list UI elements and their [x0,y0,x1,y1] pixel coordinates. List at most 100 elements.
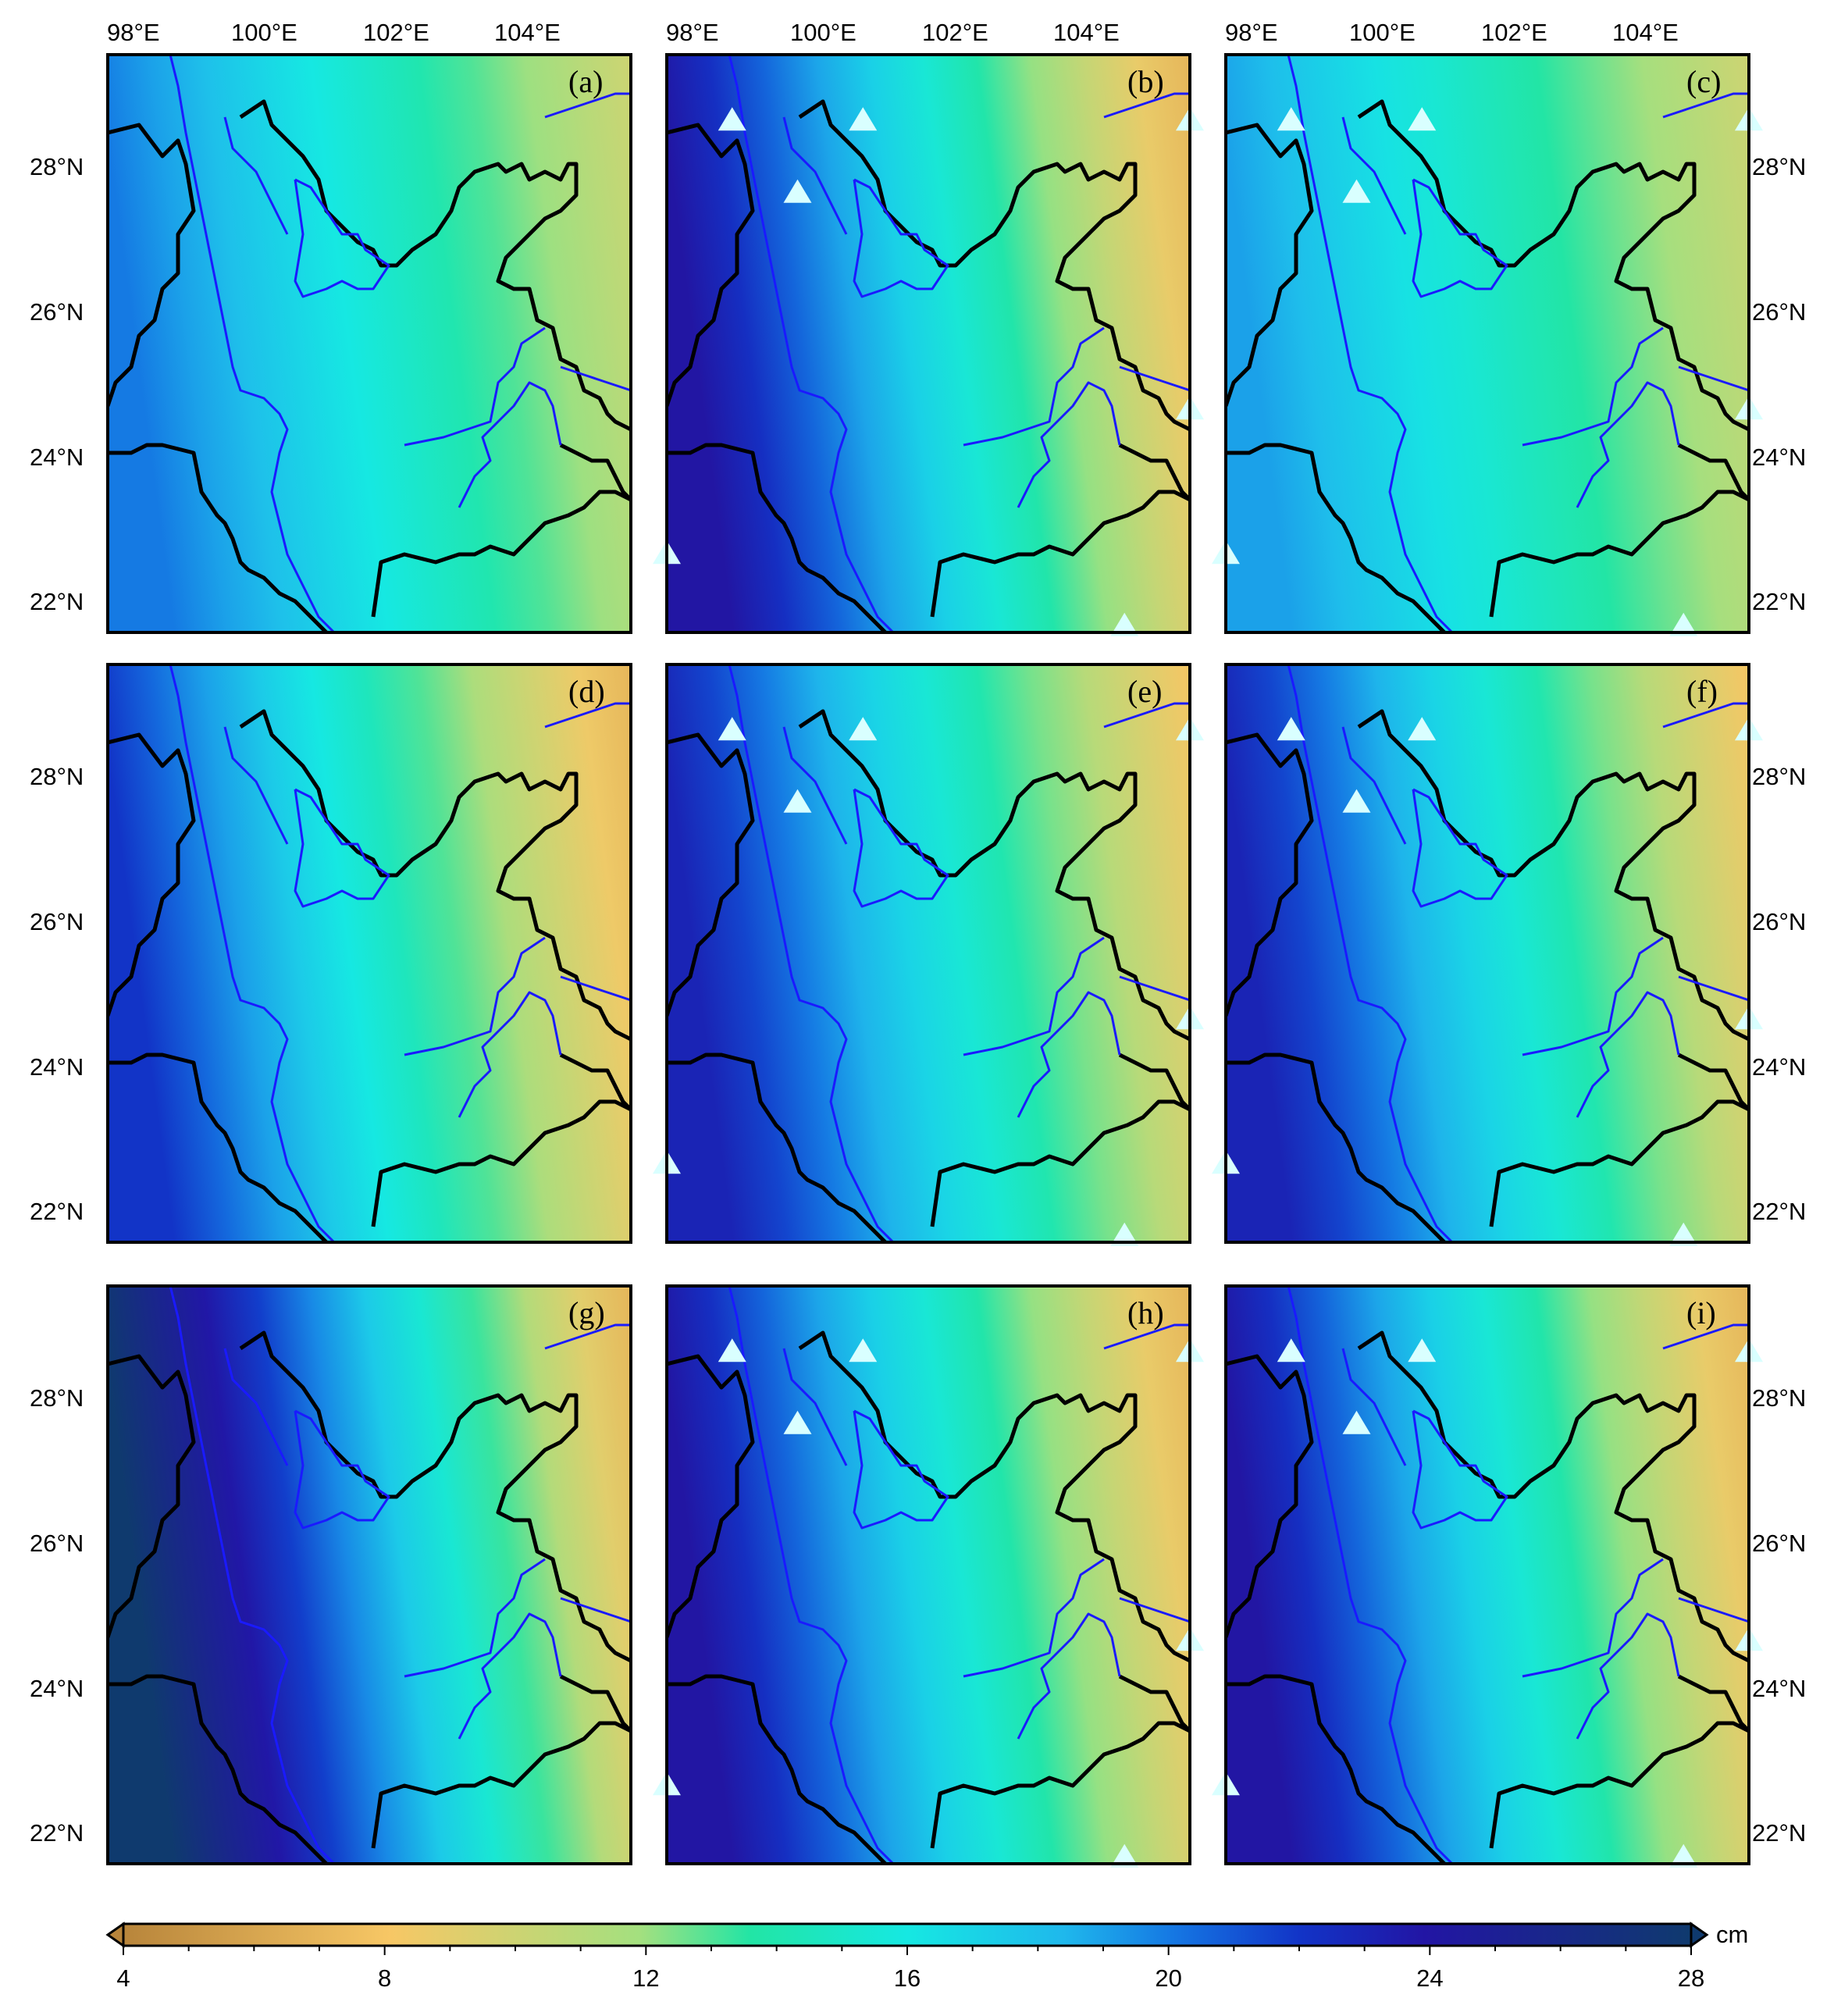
station-triangle [1110,1843,1139,1868]
lat-tick-24: 24°N [1752,1675,1806,1702]
lon-tick-98: 98°E [666,19,719,46]
lat-axis-left-row1: 28°N 26°N 24°N 22°N [30,153,84,615]
colorbar-ticks: 4 8 12 16 20 24 28 [116,1946,1704,1992]
panel-frame [1224,53,1750,634]
lat-tick-22: 22°N [30,588,84,615]
lat-tick-24: 24°N [1752,1053,1806,1081]
station-triangle [783,789,812,813]
lat-tick-24: 24°N [30,1675,84,1702]
lon-tick-98: 98°E [1225,19,1278,46]
lon-tick-100: 100°E [1349,19,1416,46]
lat-axis-right-row3: 28°N 26°N 24°N 22°N [1752,1384,1806,1847]
lat-tick-24: 24°N [30,443,84,471]
lat-tick-22: 22°N [1752,1819,1806,1847]
map-panel: (c) [1212,53,1763,636]
lon-axis-top-col3: 98°E 100°E 102°E 104°E [1225,19,1679,46]
panel-label: (a) [568,64,603,99]
colorbar: cm 4 8 12 16 20 24 28 [105,1921,1748,1992]
colorbar-bar [122,1922,1693,1947]
panel-label: (g) [568,1295,605,1330]
station-triangle [1342,789,1371,813]
station-triangle [1110,612,1139,636]
panel-field [108,1286,631,1864]
lat-tick-22: 22°N [30,1198,84,1225]
lat-axis-right-row2: 28°N 26°N 24°N 22°N [1752,763,1806,1225]
colorbar-tick-label: 24 [1416,1964,1443,1992]
station-triangle [849,717,878,741]
lon-tick-104: 104°E [1053,19,1120,46]
panel-frame [665,663,1191,1244]
lat-tick-28: 28°N [30,153,84,180]
lon-tick-98: 98°E [107,19,160,46]
lat-tick-26: 26°N [1752,1530,1806,1557]
colorbar-tick-label: 28 [1678,1964,1704,1992]
panel-label: (h) [1127,1295,1164,1330]
panel-grid: (a) (b) (c) (d) (e) (f) (g) (h) (i) [106,53,1763,1868]
map-panel: (f) [1212,663,1763,1246]
lat-tick-26: 26°N [30,1530,84,1557]
station-triangle [1277,1338,1305,1362]
station-triangle [1669,1843,1698,1868]
colorbar-tick-label: 12 [632,1964,659,1992]
lat-tick-28: 28°N [30,763,84,790]
lon-tick-102: 102°E [922,19,988,46]
station-triangle [1110,1222,1139,1246]
panel-label: (d) [568,674,605,709]
panel-label: (c) [1686,64,1721,99]
colorbar-tick-label: 4 [116,1964,130,1992]
colorbar-right-arrow [1690,1922,1709,1948]
panel-field [667,1286,1190,1864]
lat-tick-24: 24°N [1752,443,1806,471]
panel-field [1226,1286,1749,1864]
station-triangle [849,1338,878,1362]
panel-frame [1224,663,1750,1244]
station-triangle [718,1338,746,1362]
station-triangle [1408,107,1437,131]
station-triangle [718,717,746,741]
station-triangle [849,107,878,131]
lat-axis-right-row1: 28°N 26°N 24°N 22°N [1752,153,1806,615]
panel-frame [665,53,1191,634]
panel-frame [106,663,632,1244]
lon-tick-100: 100°E [231,19,297,46]
station-triangle [783,1410,812,1434]
map-panel: (e) [653,663,1204,1246]
panel-label: (b) [1127,64,1164,99]
lon-axis-top-col1: 98°E 100°E 102°E 104°E [107,19,561,46]
station-triangle [1342,179,1371,203]
station-triangle [1277,717,1305,741]
station-triangle [1669,612,1698,636]
lat-tick-26: 26°N [30,298,84,326]
lon-tick-104: 104°E [1612,19,1679,46]
colorbar-tick-label: 16 [894,1964,921,1992]
panel-frame [106,1284,632,1865]
lat-tick-26: 26°N [1752,908,1806,935]
lat-tick-26: 26°N [30,908,84,935]
panel-label: (f) [1686,674,1718,709]
lat-tick-28: 28°N [1752,763,1806,790]
station-triangle [1408,717,1437,741]
lon-tick-102: 102°E [363,19,429,46]
panel-frame [1224,1284,1750,1865]
panel-frame [106,53,632,634]
panel-label: (i) [1686,1295,1716,1330]
lon-tick-102: 102°E [1481,19,1547,46]
lon-axis-top-col2: 98°E 100°E 102°E 104°E [666,19,1120,46]
lat-tick-28: 28°N [1752,153,1806,180]
lat-tick-26: 26°N [1752,298,1806,326]
panel-label: (e) [1127,674,1162,709]
colorbar-tick-label: 20 [1155,1964,1181,1992]
map-panel: (h) [653,1284,1204,1868]
lat-tick-28: 28°N [1752,1384,1806,1412]
station-triangle [1408,1338,1437,1362]
lat-tick-22: 22°N [1752,588,1806,615]
lat-axis-left-row2: 28°N 26°N 24°N 22°N [30,763,84,1225]
map-panel: (a) [106,53,632,634]
panel-field [667,55,1190,632]
panel-field [1226,55,1749,632]
lat-tick-22: 22°N [1752,1198,1806,1225]
lat-axis-left-row3: 28°N 26°N 24°N 22°N [30,1384,84,1847]
colorbar-tick-label: 8 [378,1964,391,1992]
panel-frame [665,1284,1191,1865]
